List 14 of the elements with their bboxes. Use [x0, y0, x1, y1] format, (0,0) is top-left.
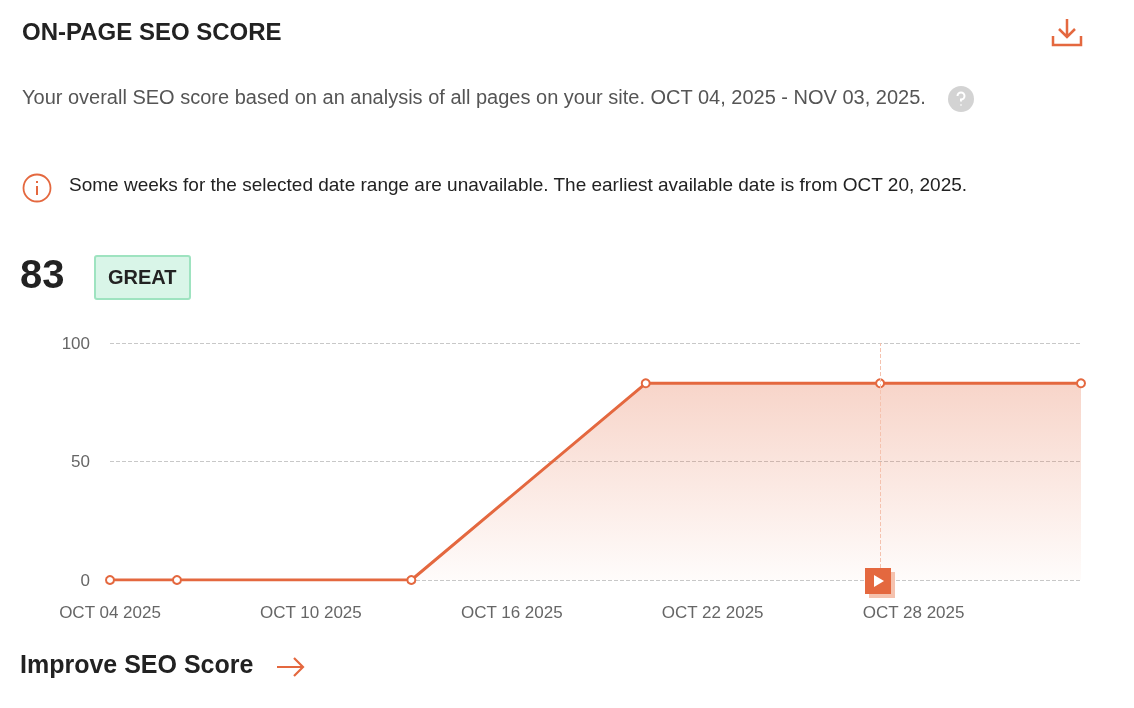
chart-subtitle: Your overall SEO score based on an analysis of all pages on your site. OCT 04, 2025 - NOV 03, 2025.: [22, 85, 927, 110]
text: Some weeks for the selected date range are unavailable. The earliest available date is from OCT 20, 2025.: [69, 174, 968, 196]
y-tick-label: 0: [80, 570, 90, 590]
y-tick-label: 100: [61, 333, 90, 353]
x-tick-label: OCT 10 2025: [260, 603, 362, 622]
x-tick-label: OCT 04 2025: [59, 603, 161, 622]
chart-title: ON-PAGE SEO SCORE: [22, 18, 282, 46]
text: GREAT: [94, 255, 191, 300]
text: Improve SEO Score: [20, 650, 254, 679]
x-tick-label: OCT 28 2025: [862, 603, 965, 622]
y-tick-label: 50: [71, 452, 90, 471]
x-tick-label: OCT 16 2025: [460, 603, 563, 622]
text: 83: [20, 252, 65, 297]
x-tick-label: OCT 22 2025: [661, 603, 764, 622]
